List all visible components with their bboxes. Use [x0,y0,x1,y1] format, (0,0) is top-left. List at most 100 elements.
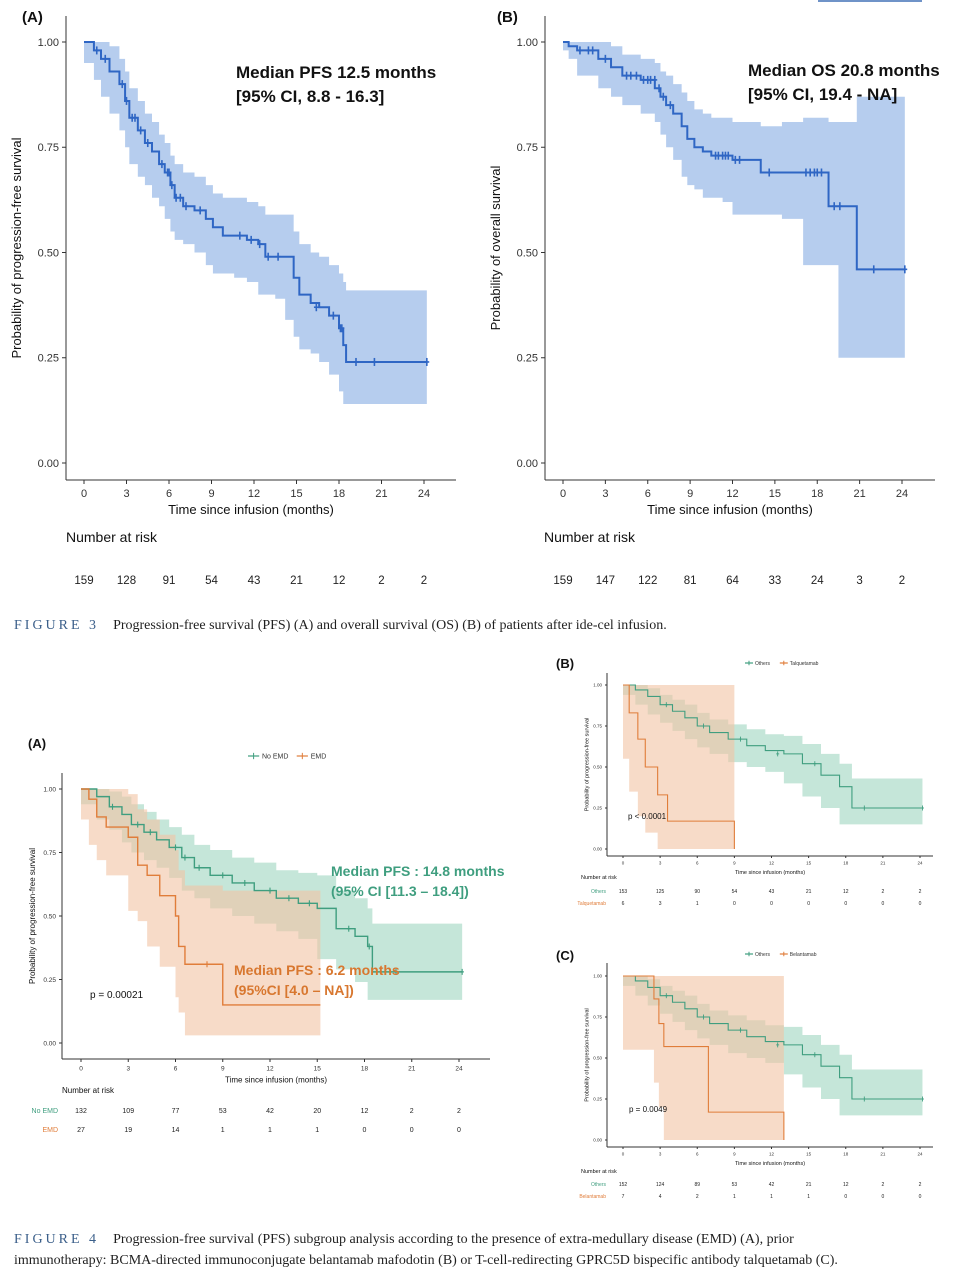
x-tick-label: 9 [733,1152,736,1157]
x-tick-label: 18 [333,488,345,500]
legend-label: Others [755,661,771,667]
risk-value: 0 [881,901,884,907]
risk-table-group: Others 153 125 90 54 43 21 12 2 2 Talquetamab 6 3 1 0 0… [577,889,921,907]
risk-row-label: Others [591,1182,607,1188]
legend-label: Belantamab [790,952,817,958]
y-tick-label: 0.00 [517,458,538,470]
x-tick-label: 12 [726,488,738,500]
y-axis-label: Probability of overall survival [488,166,503,331]
y-tick-label: 0.50 [517,247,538,259]
risk-value: 2 [919,889,922,895]
risk-value: 21 [290,575,303,587]
x-tick-label: 21 [408,1066,416,1073]
panel-label: (B) [556,656,574,671]
risk-value: 24 [811,575,824,587]
x-tick-label: 0 [81,488,87,500]
risk-value: 20 [313,1108,321,1115]
y-tick-label: 1.00 [517,37,538,49]
risk-value: 1 [770,1194,773,1200]
x-tick-label: 18 [843,861,849,866]
x-axis-label: Time since infusion (months) [168,502,334,517]
x-tick-label: 12 [769,1152,775,1157]
x-tick-label: 6 [174,1066,178,1073]
risk-table-title: Number at risk [544,529,636,545]
median-annotation-green-line1: Median PFS : 14.8 months [331,863,505,879]
risk-value: 0 [770,901,773,907]
x-tick-label: 12 [769,861,775,866]
ci-band-0 [84,42,427,405]
risk-value: 1 [807,1194,810,1200]
risk-value: 2 [421,575,427,587]
panel-label: (A) [28,736,46,751]
risk-value: 53 [732,1182,738,1188]
risk-value: 90 [694,889,700,895]
fig4-panel-c: (C) Others Belantamab 0 3 6 9 12 15 18 21 240.000… [556,948,933,1200]
y-tick-label: 0.50 [593,765,602,770]
risk-value: 54 [732,889,738,895]
risk-value: 53 [219,1108,227,1115]
x-tick-label: 24 [917,1152,923,1157]
risk-value: 3 [659,901,662,907]
x-tick-label: 9 [221,1066,225,1073]
y-tick-label: 0.50 [593,1056,602,1061]
risk-value: 1 [696,901,699,907]
risk-value: 0 [919,1194,922,1200]
x-tick-label: 24 [418,488,430,500]
risk-table-row: 159 128 91 54 43 21 12 2 2 [74,575,427,587]
median-annotation-green-line2: (95% CI [11.3 – 18.4]) [331,883,469,899]
risk-value: 122 [638,575,657,587]
x-tick-label: 24 [917,861,923,866]
x-axis-label: Time since infusion (months) [225,1076,327,1085]
risk-value: 1 [268,1127,272,1134]
figure3-label: FIGURE 3 [14,618,100,633]
risk-value: 2 [881,1182,884,1188]
y-tick-label: 0.25 [593,1097,602,1102]
risk-value: 42 [769,1182,775,1188]
x-axis-label: Time since infusion (months) [735,1161,805,1167]
x-tick-label: 18 [361,1066,369,1073]
y-axis-label: Probability of progression-free survival [9,137,24,358]
x-tick-label: 3 [602,488,608,500]
risk-value: 19 [124,1127,132,1134]
y-axis-label: Probability of progression-free survival [28,848,37,984]
risk-value: 27 [77,1127,85,1134]
risk-value: 0 [363,1127,367,1134]
risk-table-title: Number at risk [581,875,617,881]
legend: No EMD EMD [248,752,326,760]
y-tick-label: 0.50 [43,913,56,920]
x-tick-label: 24 [896,488,908,500]
y-tick-label: 0.75 [38,142,59,154]
y-axis-label: Probability of progression-free survival [584,1008,590,1102]
figure3-caption: FIGURE 3 Progression-free survival (PFS) … [14,615,667,636]
median-annotation-line1: Median OS 20.8 months [748,61,940,80]
survival-curve-0 [563,41,905,271]
x-tick-label: 6 [696,1152,699,1157]
y-tick-label: 0.25 [593,806,602,811]
risk-value: 2 [881,889,884,895]
risk-table-title: Number at risk [62,1086,115,1095]
risk-value: 81 [684,575,697,587]
y-tick-label: 0.25 [38,353,59,365]
risk-value: 3 [856,575,862,587]
survival-curve-0 [623,684,923,809]
risk-value: 21 [806,1182,812,1188]
fig3-panel-b: (B) 0 3 6 9 12 15 18 21 24 0.00 0.25 0.50 0.75 1.00 Ti… [488,0,940,587]
x-tick-label: 6 [696,861,699,866]
x-tick-label: 18 [843,1152,849,1157]
panel-label: (A) [22,9,43,26]
x-tick-label: 3 [123,488,129,500]
risk-value: 54 [205,575,218,587]
x-tick-label: 15 [314,1066,322,1073]
x-tick-label: 3 [126,1066,130,1073]
risk-value: 132 [75,1108,87,1115]
risk-value: 21 [806,889,812,895]
median-annotation-line2: [95% CI, 19.4 - NA] [748,85,897,104]
y-tick-label: 0.25 [43,977,56,984]
fig4-panel-b: (B) Others Talquetamab 0 3 6 9 12 15 18 21 240.00… [556,656,933,907]
ci-band-1 [623,685,735,849]
risk-value: 0 [844,1194,847,1200]
risk-value: 2 [919,1182,922,1188]
y-tick-label: 1.00 [38,37,59,49]
ci-band-1 [623,976,784,1140]
